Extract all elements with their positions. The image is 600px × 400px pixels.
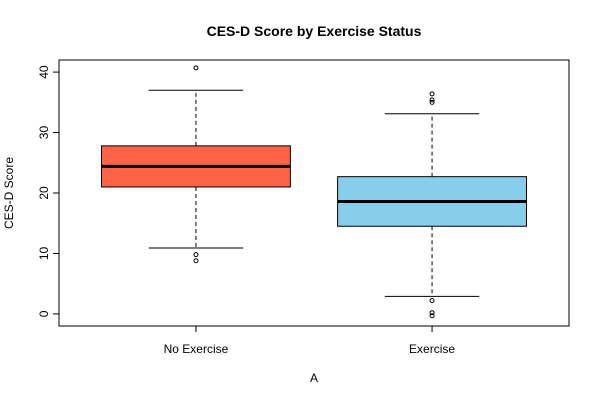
- outlier-exercise: [429, 313, 435, 319]
- outlier-no-exercise: [193, 252, 199, 258]
- outlier-exercise: [429, 99, 435, 105]
- outlier-exercise: [429, 298, 435, 304]
- y-tick-label: 20: [37, 186, 51, 200]
- x-tick-label: No Exercise: [164, 342, 229, 356]
- plot-area: 0 10 20 30 40 No Exercise Exercise: [37, 65, 527, 356]
- chart-title: CES-D Score by Exercise Status: [207, 23, 422, 39]
- outlier-exercise: [429, 91, 435, 97]
- x-axis-label: A: [310, 371, 318, 385]
- y-tick-label: 10: [37, 246, 51, 260]
- y-tick-label: 40: [37, 65, 51, 79]
- y-tick-label: 30: [37, 126, 51, 140]
- outlier-no-exercise: [193, 65, 199, 71]
- outlier-exercise: [429, 97, 435, 103]
- x-tick-label: Exercise: [409, 342, 455, 356]
- y-axis-label: CES-D Score: [2, 157, 16, 229]
- plot-frame: [58, 59, 570, 327]
- outlier-no-exercise: [193, 258, 199, 264]
- outlier-exercise: [429, 310, 435, 316]
- y-tick-label: 0: [37, 310, 51, 317]
